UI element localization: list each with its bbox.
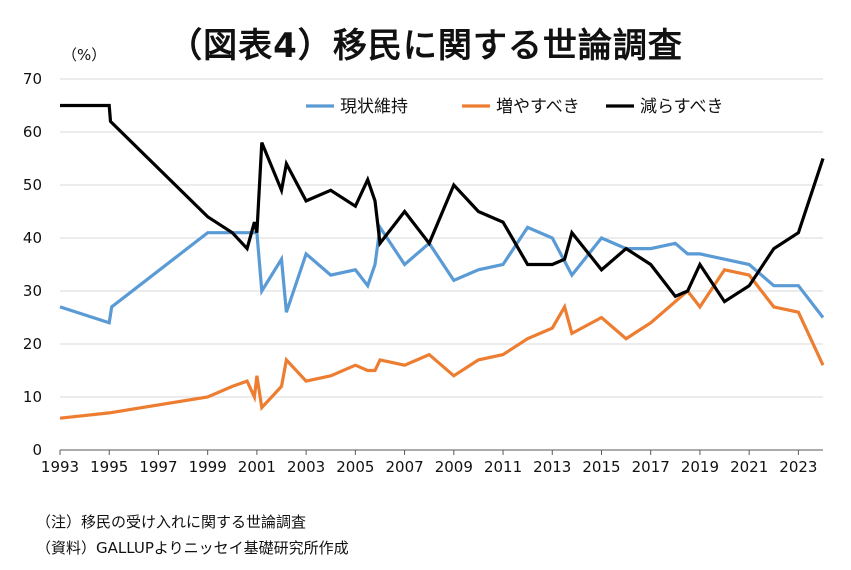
x-tick-label-1997: 1997 [139,458,177,476]
y-tick-label-20: 20 [23,335,42,353]
y-tick-label-50: 50 [23,176,42,194]
chart-title: （図表4）移民に関する世論調査 [168,26,683,66]
x-tick-label-2013: 2013 [533,458,571,476]
x-tick-label-2009: 2009 [435,458,473,476]
y-tick-label-60: 60 [23,123,42,141]
x-tick-label-2023: 2023 [779,458,817,476]
y-tick-label-40: 40 [23,229,42,247]
x-tick-label-1993: 1993 [41,458,79,476]
legend-label-1: 現状維持 [340,97,408,117]
x-tick-label-2007: 2007 [385,458,423,476]
y-tick-label-0: 0 [32,441,42,459]
legend-label-2: 増やすべき [496,97,580,117]
x-tick-label-2015: 2015 [582,458,620,476]
x-tick-label-2019: 2019 [681,458,719,476]
x-tick-label-2011: 2011 [484,458,522,476]
x-tick-label-2021: 2021 [730,458,768,476]
footnote-note: （注）移民の受け入れに関する世論調査 [36,513,307,531]
x-tick-label-2017: 2017 [632,458,670,476]
legend-label-3: 減らすべき [640,97,723,117]
y-tick-label-10: 10 [23,388,42,406]
series-line-2 [59,268,825,420]
y-axis-unit: （%） [62,46,107,64]
series-line-3 [60,103,825,304]
x-tick-label-2005: 2005 [336,458,374,476]
x-tick-label-1995: 1995 [90,458,128,476]
x-tick-label-2001: 2001 [238,458,276,476]
x-tick-label-1999: 1999 [189,458,227,476]
x-tick-label-2003: 2003 [287,458,325,476]
y-tick-label-70: 70 [23,70,42,88]
y-tick-label-30: 30 [23,282,42,300]
footnote-source: （資料）GALLUPよりニッセイ基礎研究所作成 [36,539,349,557]
